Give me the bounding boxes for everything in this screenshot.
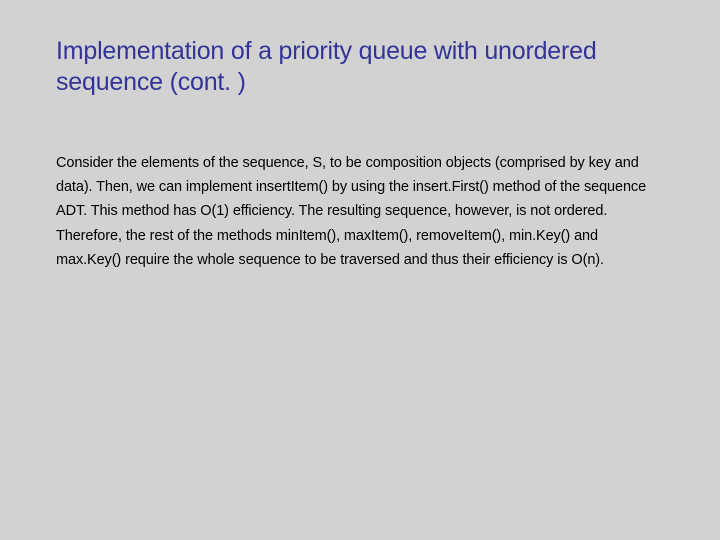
slide-title: Implementation of a priority queue with … <box>56 36 664 99</box>
slide-container: Implementation of a priority queue with … <box>0 0 720 540</box>
slide-body: Consider the elements of the sequence, S… <box>56 151 664 273</box>
